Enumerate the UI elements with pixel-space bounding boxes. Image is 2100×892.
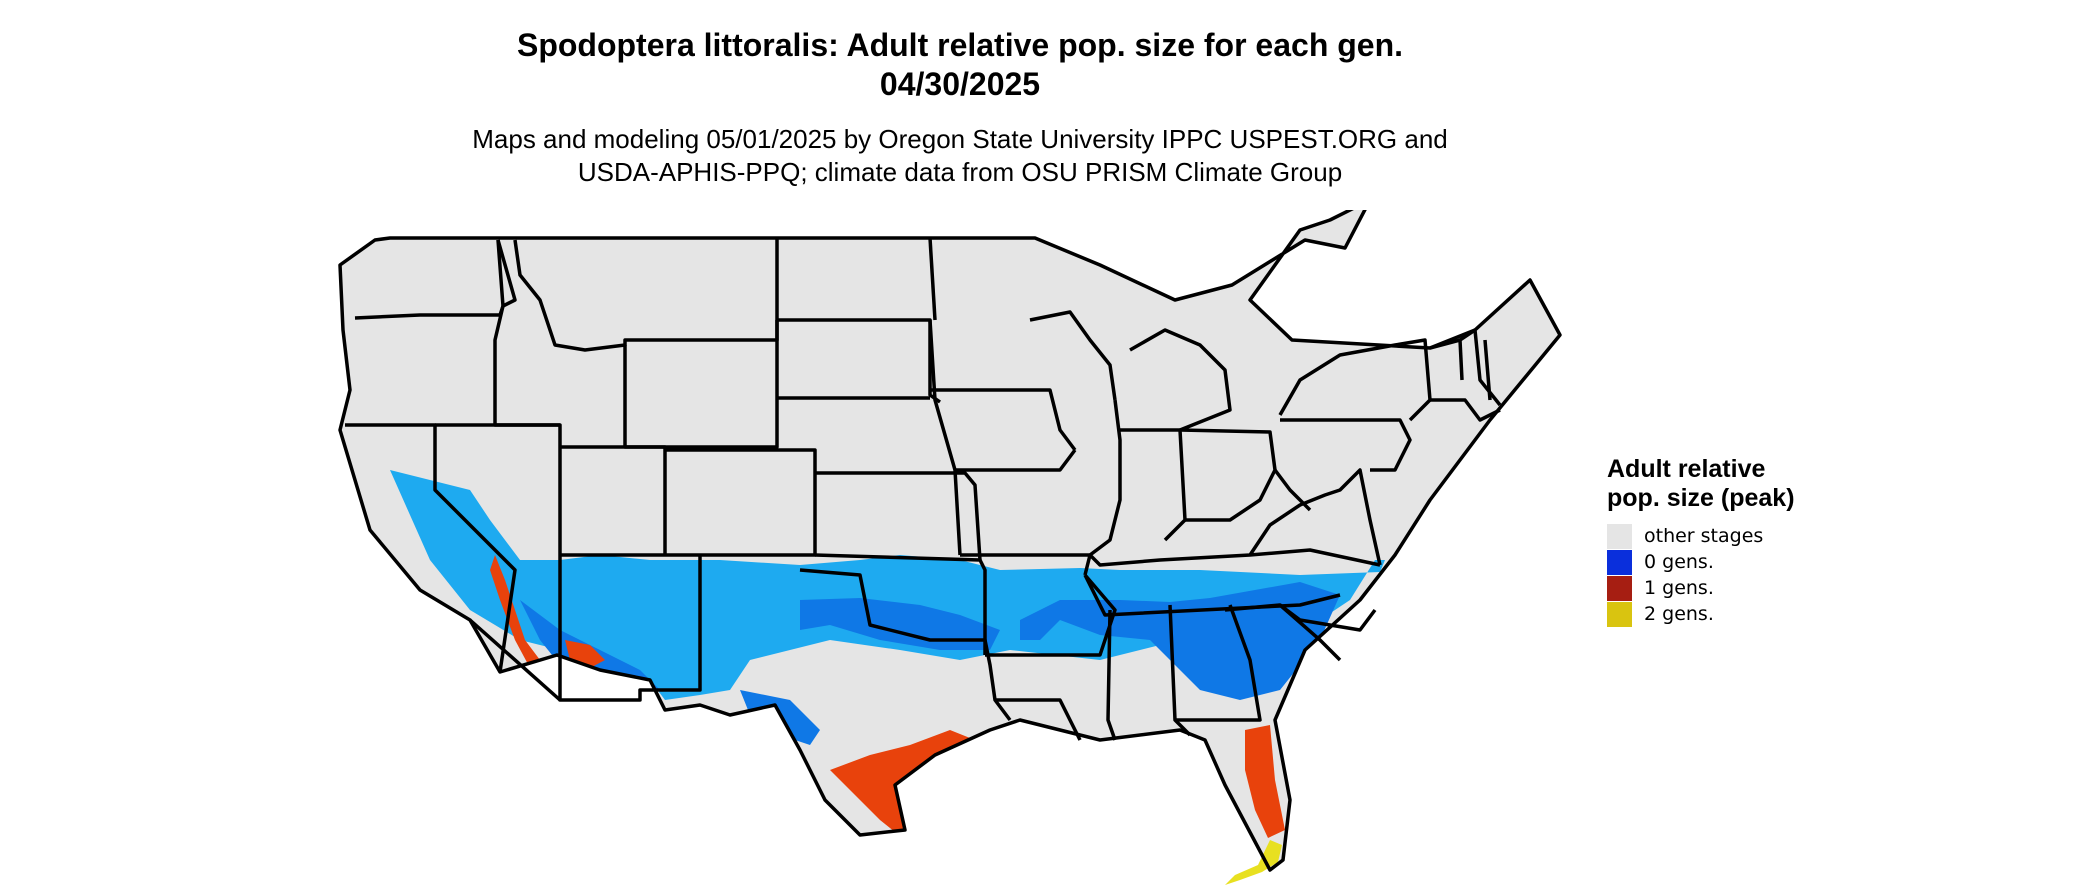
map-date: 04/30/2025 bbox=[879, 66, 1041, 102]
zero-gen-region bbox=[390, 470, 1385, 745]
legend-swatch-1-gens bbox=[1607, 575, 1632, 601]
legend: Adult relative pop. size (peak) other st… bbox=[1607, 455, 1867, 627]
legend-label-0-gens: 0 gens. bbox=[1644, 551, 1714, 573]
legend-label-2-gens: 2 gens. bbox=[1644, 603, 1714, 625]
state-borders bbox=[338, 210, 1562, 872]
legend-label-other-stages: other stages bbox=[1644, 525, 1764, 547]
two-gen-region bbox=[1225, 840, 1282, 885]
legend-items: other stages 0 gens. 1 gens. 2 gens. bbox=[1607, 523, 1867, 627]
legend-title: Adult relative pop. size (peak) bbox=[1607, 455, 1795, 512]
legend-swatch-other-stages bbox=[1607, 523, 1632, 549]
legend-swatch-2-gens bbox=[1607, 601, 1632, 627]
legend-swatch-0-gens bbox=[1607, 549, 1632, 575]
subtitle-line-2: USDA-APHIS-PPQ; climate data from OSU PR… bbox=[577, 157, 1343, 187]
legend-item-1-gens: 1 gens. bbox=[1607, 575, 1867, 601]
us-map bbox=[338, 210, 1562, 885]
legend-label-1-gens: 1 gens. bbox=[1644, 577, 1714, 599]
legend-item-other-stages: other stages bbox=[1607, 523, 1867, 549]
subtitle-line-1: Maps and modeling 05/01/2025 by Oregon S… bbox=[472, 124, 1448, 154]
land-area bbox=[340, 210, 1560, 870]
legend-item-2-gens: 2 gens. bbox=[1607, 601, 1867, 627]
map-title: Spodoptera littoralis: Adult relative po… bbox=[516, 27, 1404, 63]
legend-item-0-gens: 0 gens. bbox=[1607, 549, 1867, 575]
